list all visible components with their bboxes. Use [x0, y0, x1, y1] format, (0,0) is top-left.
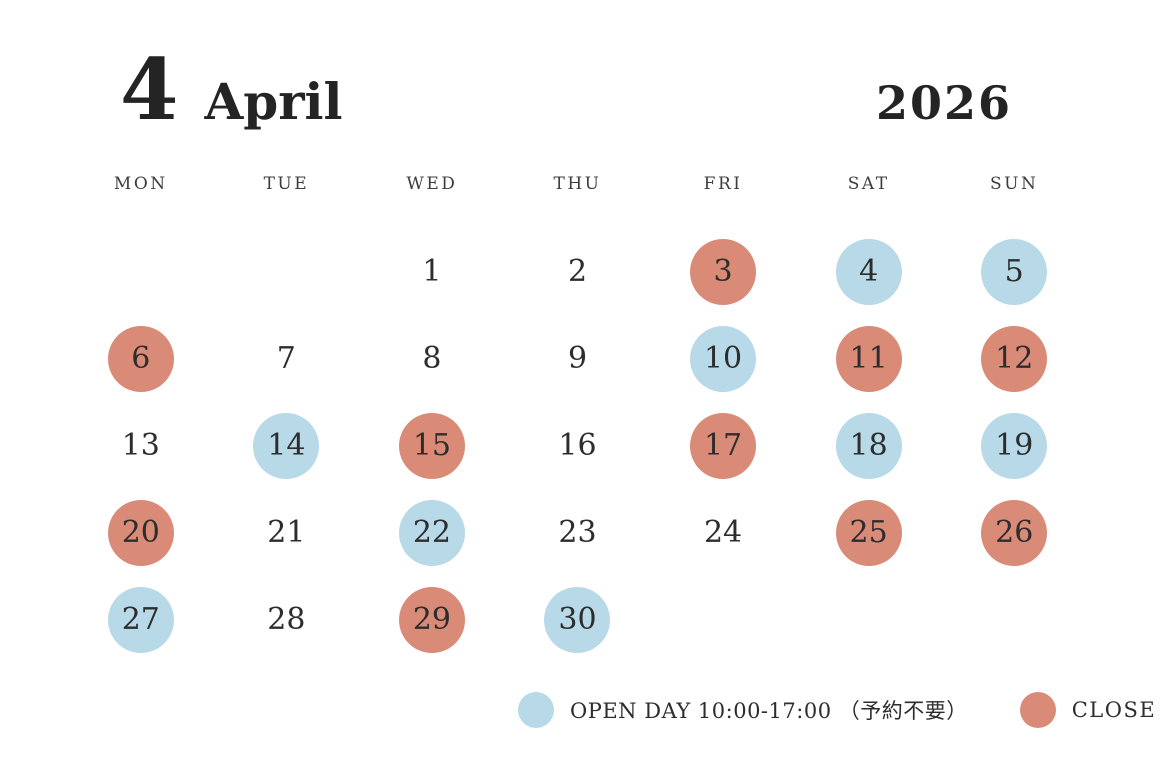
- empty-cell: [214, 228, 360, 315]
- close-day-circle: 15: [398, 412, 465, 479]
- date-cell: 28: [214, 576, 360, 663]
- plain-day-number: 2: [567, 254, 588, 289]
- weekday-header: SAT: [847, 174, 890, 194]
- weekday-header-row: MON TUE WED THU FRI SAT SUN: [68, 174, 1087, 194]
- plain-day-number: 28: [267, 602, 306, 637]
- open-day-circle: 18: [835, 412, 902, 479]
- date-cell: 13: [68, 402, 214, 489]
- plain-day-number: 23: [558, 515, 597, 550]
- open-day-legend-label: OPEN DAY 10:00-17:00 （予約不要）: [570, 699, 968, 723]
- date-cell: 14: [214, 402, 360, 489]
- plain-day-number: 13: [121, 428, 160, 463]
- date-cell: 1: [359, 228, 505, 315]
- close-day-circle: 29: [398, 586, 465, 653]
- open-day-circle: 27: [107, 586, 174, 653]
- legend: OPEN DAY 10:00-17:00 （予約不要） CLOSE: [518, 690, 1156, 730]
- plain-day-number: 8: [422, 341, 442, 376]
- date-cell: 23: [505, 489, 651, 576]
- plain-day-number: 16: [558, 428, 597, 463]
- date-cell: 6: [68, 315, 214, 402]
- plain-day-number: 1: [422, 254, 442, 289]
- plain-day-number: 24: [703, 515, 743, 550]
- date-cell: 2: [505, 228, 651, 315]
- plain-day-number: 7: [276, 341, 296, 376]
- open-day-circle: 22: [398, 499, 465, 566]
- year-label: 2026: [875, 76, 1012, 130]
- date-cell: 4: [796, 228, 942, 315]
- date-cell: 9: [505, 315, 651, 402]
- date-cell: 16: [505, 402, 651, 489]
- date-cell: 24: [650, 489, 796, 576]
- weekday-header: MON: [113, 174, 168, 194]
- close-day-circle: 11: [835, 325, 902, 392]
- open-day-circle: 10: [690, 325, 757, 392]
- calendar-grid: 1 2 3 4 5 6 7 8 9 10 11 12 13 14 15 16 17 18 19 20 21 22 23 24 2…: [68, 228, 1087, 663]
- date-cell: 30: [505, 576, 651, 663]
- open-day-circle: 19: [981, 412, 1048, 479]
- date-cell: 17: [650, 402, 796, 489]
- open-day-legend-dot: [518, 692, 554, 728]
- date-cell: 20: [68, 489, 214, 576]
- close-day-circle: 3: [690, 238, 757, 305]
- weekday-header: THU: [553, 174, 602, 194]
- date-cell: 7: [214, 315, 360, 402]
- close-day-circle: 25: [835, 499, 902, 566]
- date-cell: 25: [796, 489, 942, 576]
- month-name: April: [204, 72, 343, 131]
- date-cell: 22: [359, 489, 505, 576]
- date-cell: 21: [214, 489, 360, 576]
- date-cell: 29: [359, 576, 505, 663]
- empty-cell: [796, 576, 942, 663]
- empty-cell: [941, 576, 1087, 663]
- plain-day-number: 9: [567, 341, 588, 376]
- open-day-circle: 4: [835, 238, 902, 305]
- date-cell: 8: [359, 315, 505, 402]
- date-cell: 5: [941, 228, 1087, 315]
- date-cell: 19: [941, 402, 1087, 489]
- close-legend-dot: [1019, 692, 1056, 728]
- empty-cell: [68, 228, 214, 315]
- date-cell: 26: [941, 489, 1087, 576]
- open-day-circle: 14: [253, 412, 320, 479]
- calendar-header: 4 April 2026: [120, 48, 1012, 148]
- close-day-circle: 20: [107, 499, 174, 566]
- date-cell: 18: [796, 402, 942, 489]
- date-cell: 27: [68, 576, 214, 663]
- date-cell: 3: [650, 228, 796, 315]
- close-day-circle: 26: [981, 499, 1048, 566]
- date-cell: 10: [650, 315, 796, 402]
- weekday-header: FRI: [703, 174, 743, 194]
- open-day-circle: 5: [981, 238, 1048, 305]
- date-cell: 11: [796, 315, 942, 402]
- close-day-circle: 12: [981, 325, 1048, 392]
- close-legend-label: CLOSE: [1071, 698, 1157, 722]
- close-day-circle: 6: [107, 325, 174, 392]
- empty-cell: [650, 576, 796, 663]
- weekday-header: WED: [406, 174, 458, 194]
- open-day-circle: 30: [544, 586, 611, 653]
- plain-day-number: 21: [267, 515, 306, 550]
- weekday-header: SUN: [990, 174, 1039, 194]
- date-cell: 12: [941, 315, 1087, 402]
- date-cell: 15: [359, 402, 505, 489]
- weekday-header: TUE: [263, 174, 310, 194]
- close-day-circle: 17: [690, 412, 757, 479]
- month-number: 4: [120, 40, 179, 139]
